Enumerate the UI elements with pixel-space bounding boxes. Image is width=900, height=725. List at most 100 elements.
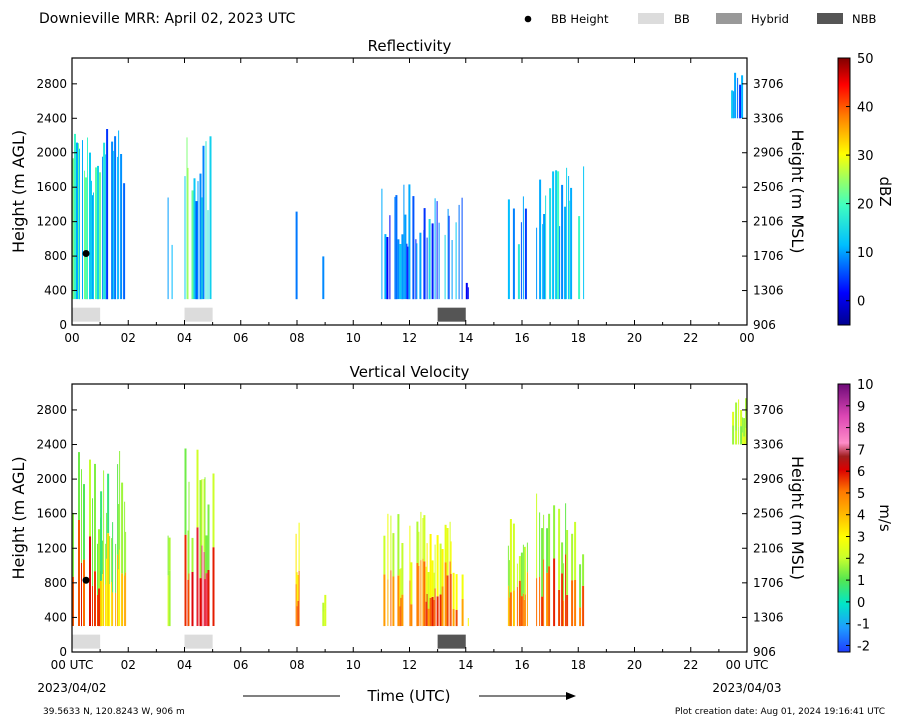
x-tick-label: 20: [627, 331, 642, 345]
colorbar-label: dBZ: [876, 176, 894, 206]
echo-strip: [82, 140, 83, 300]
echo-strip-upper: [410, 562, 413, 605]
y-tick-label: 0: [59, 645, 67, 659]
legend-bb-height-dot: [524, 15, 532, 23]
echo-strip-upper: [520, 552, 523, 597]
echo-strip-lower: [520, 596, 523, 626]
echo-strip-upper: [426, 543, 428, 594]
echo-strip-lower: [124, 575, 126, 626]
colorbar-tick-label: 5: [857, 487, 865, 502]
echo-strip: [95, 167, 97, 300]
echo-strip-upper: [81, 469, 82, 563]
echo-strip-upper: [167, 535, 169, 576]
echo-strip: [111, 141, 114, 300]
echo-strip-lower: [397, 575, 400, 627]
echo-strip: [561, 184, 564, 300]
y-tick-label: 2800: [36, 403, 67, 417]
echo-strip-upper: [98, 529, 100, 589]
colorbar-tick-label: 6: [857, 465, 865, 480]
y-tick-label: 1200: [36, 541, 67, 555]
echo-strip-lower: [207, 570, 210, 627]
echo-strip-upper: [579, 564, 582, 608]
echo-strip: [84, 170, 85, 300]
echo-strip-lower: [400, 597, 402, 627]
x-tick-label: 10: [346, 658, 361, 672]
echo-strip-upper: [450, 541, 452, 574]
echo-strip: [123, 183, 126, 300]
echo-strip-lower: [539, 577, 541, 626]
echo-strip: [734, 72, 737, 119]
echo-strip-lower: [201, 545, 203, 627]
echo-strip: [448, 215, 450, 300]
y2-tick-label: 2906: [753, 146, 784, 160]
echo-strip: [517, 244, 520, 300]
echo-strip-upper: [446, 528, 449, 576]
colorbar-tick-label: 30: [857, 149, 874, 164]
echo-strip-lower: [187, 579, 189, 627]
echo-strip-lower: [204, 579, 206, 626]
echo-strip-upper: [387, 513, 389, 580]
x-tick-label: 18: [571, 331, 586, 345]
echo-strip-upper: [296, 572, 298, 607]
echo-strip-lower: [119, 549, 121, 626]
echo-strip-upper: [563, 563, 565, 601]
echo-strip: [458, 204, 460, 300]
echo-strip: [566, 167, 568, 300]
echo-strip-upper: [742, 417, 744, 433]
x-tick-label: 14: [458, 331, 473, 345]
echo-strip: [322, 256, 325, 300]
x-tick-label: 06: [233, 658, 248, 672]
echo-strip: [578, 216, 581, 300]
legend-hybrid-swatch: [716, 13, 742, 24]
echo-strip: [461, 197, 463, 300]
echo-strip: [555, 170, 558, 300]
colorbar-tick-label: 3: [857, 531, 865, 546]
echo-strip: [455, 222, 457, 300]
echo-strip: [431, 223, 434, 300]
y-tick-label: 800: [44, 249, 67, 263]
echo-strip: [113, 150, 115, 300]
colorbar-tick-label: 0: [857, 295, 865, 310]
echo-strip: [739, 84, 742, 119]
echo-strip-upper: [449, 521, 451, 562]
legend-nbb-swatch: [817, 13, 843, 24]
echo-strip: [467, 287, 469, 300]
echo-strip: [397, 239, 400, 300]
colorbar: [837, 57, 851, 326]
echo-strip-lower: [324, 608, 327, 626]
echo-strip: [733, 91, 735, 119]
echo-strip: [205, 141, 207, 300]
echo-strip: [102, 156, 104, 300]
bb-segment-bb: [72, 307, 101, 322]
x-tick-label: 20: [627, 658, 642, 672]
colorbar-label: m/s: [876, 504, 894, 532]
echo-strip-upper: [107, 473, 110, 534]
echo-strip: [406, 243, 408, 300]
y2-tick-label: 2106: [753, 541, 784, 555]
echo-field: [72, 398, 748, 627]
echo-strip-upper: [444, 524, 447, 563]
echo-strip-upper: [740, 410, 743, 427]
y2-axis-label: Height (m MSL): [788, 456, 807, 580]
echo-strip-upper: [536, 493, 538, 579]
echo-strip-lower: [102, 574, 104, 626]
echo-strip-upper: [518, 556, 521, 581]
echo-strip-upper: [191, 537, 194, 572]
echo-strip-upper: [427, 572, 430, 609]
y-tick-label: 1600: [36, 507, 67, 521]
echo-strip-upper: [295, 533, 297, 584]
echo-strip: [408, 184, 411, 300]
echo-strip-lower: [418, 566, 420, 626]
y2-tick-label: 1706: [753, 249, 784, 263]
echo-strip: [106, 129, 109, 300]
echo-strip-lower: [561, 573, 564, 627]
echo-strip-upper: [434, 544, 436, 589]
y-tick-label: 2800: [36, 77, 67, 91]
colorbar-tick-label: 7: [857, 443, 865, 458]
y-tick-label: 2000: [36, 472, 67, 486]
echo-strip: [545, 195, 547, 300]
y-tick-label: 1600: [36, 180, 67, 194]
echo-strip-lower: [98, 588, 100, 627]
echo-strip-lower: [117, 554, 119, 627]
